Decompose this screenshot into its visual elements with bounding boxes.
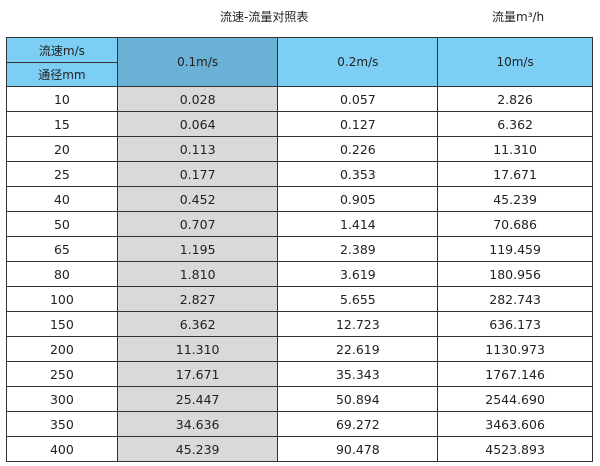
diameter-cell: 25 bbox=[6, 161, 118, 187]
flow-cell: 2.826 bbox=[437, 86, 593, 112]
flow-cell: 45.239 bbox=[116, 436, 279, 462]
flow-cell: 69.272 bbox=[277, 411, 439, 437]
table-row: 350 34.636 69.272 3463.606 bbox=[6, 411, 593, 437]
diameter-cell: 250 bbox=[6, 361, 118, 387]
flow-cell: 2.389 bbox=[277, 236, 439, 262]
flow-cell: 35.343 bbox=[277, 361, 439, 387]
flow-cell: 1.195 bbox=[116, 236, 279, 262]
velocity-header: 流速m/s bbox=[6, 37, 118, 63]
flow-cell: 11.310 bbox=[116, 336, 279, 362]
column-header[interactable]: 0.1m/s bbox=[116, 37, 279, 87]
flow-cell: 180.956 bbox=[437, 261, 593, 287]
flow-cell: 0.028 bbox=[116, 86, 279, 112]
flow-cell: 0.127 bbox=[277, 111, 439, 137]
table-row: 150 6.362 12.723 636.173 bbox=[6, 311, 593, 337]
flow-cell: 0.226 bbox=[277, 136, 439, 162]
flow-cell: 50.894 bbox=[277, 386, 439, 412]
flow-cell: 3.619 bbox=[277, 261, 439, 287]
flow-cell: 34.636 bbox=[116, 411, 279, 437]
diameter-cell: 300 bbox=[6, 386, 118, 412]
diameter-cell: 150 bbox=[6, 311, 118, 337]
table-row: 10 0.028 0.057 2.826 bbox=[6, 86, 593, 112]
table-row: 20 0.113 0.226 11.310 bbox=[6, 136, 593, 162]
table-row: 65 1.195 2.389 119.459 bbox=[6, 236, 593, 262]
table-row: 100 2.827 5.655 282.743 bbox=[6, 286, 593, 312]
flow-cell: 12.723 bbox=[277, 311, 439, 337]
diameter-cell: 50 bbox=[6, 211, 118, 237]
flow-cell: 0.177 bbox=[116, 161, 279, 187]
table-row: 40 0.452 0.905 45.239 bbox=[6, 186, 593, 212]
flow-cell: 1.414 bbox=[277, 211, 439, 237]
flow-cell: 22.619 bbox=[277, 336, 439, 362]
diameter-cell: 40 bbox=[6, 186, 118, 212]
table-row: 80 1.810 3.619 180.956 bbox=[6, 261, 593, 287]
flow-cell: 0.353 bbox=[277, 161, 439, 187]
flow-cell: 11.310 bbox=[437, 136, 593, 162]
flow-cell: 5.655 bbox=[277, 286, 439, 312]
column-header[interactable]: 10m/s bbox=[437, 37, 593, 87]
diameter-cell: 200 bbox=[6, 336, 118, 362]
flow-cell: 0.057 bbox=[277, 86, 439, 112]
flow-cell: 119.459 bbox=[437, 236, 593, 262]
table-row: 300 25.447 50.894 2544.690 bbox=[6, 386, 593, 412]
flow-cell: 90.478 bbox=[277, 436, 439, 462]
table-row: 15 0.064 0.127 6.362 bbox=[6, 111, 593, 137]
diameter-cell: 65 bbox=[6, 236, 118, 262]
flow-cell: 70.686 bbox=[437, 211, 593, 237]
flow-cell: 0.113 bbox=[116, 136, 279, 162]
flow-cell: 6.362 bbox=[116, 311, 279, 337]
flow-cell: 1.810 bbox=[116, 261, 279, 287]
flow-cell: 0.905 bbox=[277, 186, 439, 212]
diameter-cell: 80 bbox=[6, 261, 118, 287]
table-row: 400 45.239 90.478 4523.893 bbox=[6, 436, 593, 462]
diameter-cell: 400 bbox=[6, 436, 118, 462]
table-row: 50 0.707 1.414 70.686 bbox=[6, 211, 593, 237]
table-row: 200 11.310 22.619 1130.973 bbox=[6, 336, 593, 362]
flow-cell: 4523.893 bbox=[437, 436, 593, 462]
flow-cell: 0.064 bbox=[116, 111, 279, 137]
flow-cell: 282.743 bbox=[437, 286, 593, 312]
column-header[interactable]: 0.2m/s bbox=[277, 37, 439, 87]
diameter-cell: 20 bbox=[6, 136, 118, 162]
flow-cell: 6.362 bbox=[437, 111, 593, 137]
flow-table: 流速m/s 0.1m/s 0.2m/s 10m/s 通径mm 10 0.028 0.… bbox=[6, 37, 593, 462]
flow-cell: 2.827 bbox=[116, 286, 279, 312]
table-title: 流速-流量对照表 bbox=[220, 10, 309, 24]
flow-cell: 0.452 bbox=[116, 186, 279, 212]
diameter-cell: 10 bbox=[6, 86, 118, 112]
flow-cell: 636.173 bbox=[437, 311, 593, 337]
diameter-header: 通径mm bbox=[6, 62, 118, 87]
flow-cell: 1130.973 bbox=[437, 336, 593, 362]
flow-cell: 45.239 bbox=[437, 186, 593, 212]
flow-cell: 0.707 bbox=[116, 211, 279, 237]
flow-cell: 17.671 bbox=[437, 161, 593, 187]
diameter-cell: 15 bbox=[6, 111, 118, 137]
flow-cell: 2544.690 bbox=[437, 386, 593, 412]
table-row: 25 0.177 0.353 17.671 bbox=[6, 161, 593, 187]
diameter-cell: 350 bbox=[6, 411, 118, 437]
unit-label: 流量m³/h bbox=[492, 10, 545, 24]
flow-cell: 17.671 bbox=[116, 361, 279, 387]
flow-cell: 1767.146 bbox=[437, 361, 593, 387]
flow-cell: 3463.606 bbox=[437, 411, 593, 437]
flow-cell: 25.447 bbox=[116, 386, 279, 412]
table-row: 250 17.671 35.343 1767.146 bbox=[6, 361, 593, 387]
diameter-cell: 100 bbox=[6, 286, 118, 312]
